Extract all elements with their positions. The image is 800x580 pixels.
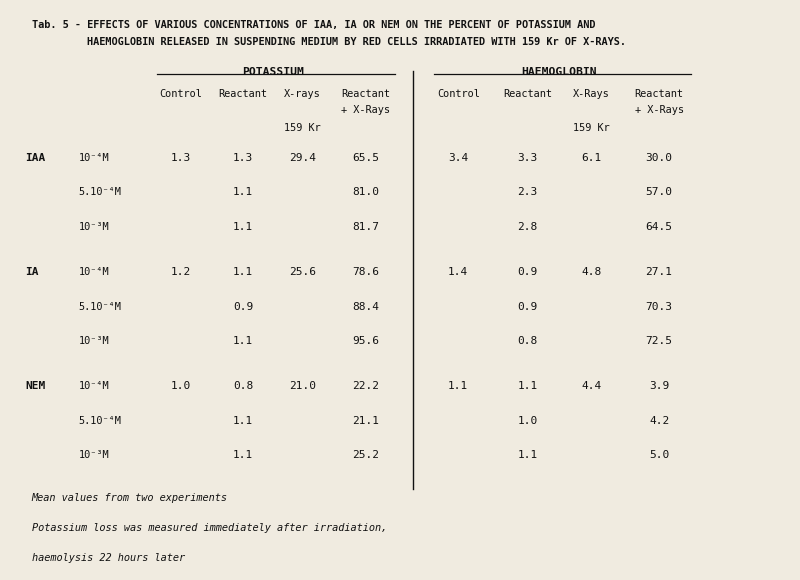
- Text: 27.1: 27.1: [646, 267, 673, 277]
- Text: 10⁻⁴M: 10⁻⁴M: [78, 153, 110, 162]
- Text: 21.0: 21.0: [290, 381, 316, 391]
- Text: 78.6: 78.6: [352, 267, 379, 277]
- Text: 1.3: 1.3: [170, 153, 191, 162]
- Text: 1.1: 1.1: [233, 416, 253, 426]
- Text: 2.8: 2.8: [518, 222, 538, 232]
- Text: Tab. 5 - EFFECTS OF VARIOUS CONCENTRATIONS OF IAA, IA OR NEM ON THE PERCENT OF P: Tab. 5 - EFFECTS OF VARIOUS CONCENTRATIO…: [32, 20, 595, 30]
- Text: HAEMOGLOBIN RELEASED IN SUSPENDING MEDIUM BY RED CELLS IRRADIATED WITH 159 Kr OF: HAEMOGLOBIN RELEASED IN SUSPENDING MEDIU…: [87, 37, 626, 47]
- Text: 5.10⁻⁴M: 5.10⁻⁴M: [78, 302, 122, 311]
- Text: 10⁻³M: 10⁻³M: [78, 336, 110, 346]
- Text: 6.1: 6.1: [582, 153, 602, 162]
- Text: 72.5: 72.5: [646, 336, 673, 346]
- Text: NEM: NEM: [26, 381, 46, 391]
- Text: 0.9: 0.9: [518, 267, 538, 277]
- Text: 25.6: 25.6: [290, 267, 316, 277]
- Text: 2.3: 2.3: [518, 187, 538, 197]
- Text: haemolysis 22 hours later: haemolysis 22 hours later: [32, 553, 185, 563]
- Text: 4.4: 4.4: [582, 381, 602, 391]
- Text: 65.5: 65.5: [352, 153, 379, 162]
- Text: 4.8: 4.8: [582, 267, 602, 277]
- Text: + X-Rays: + X-Rays: [342, 106, 390, 115]
- Text: 1.0: 1.0: [170, 381, 191, 391]
- Text: Reactant: Reactant: [634, 89, 683, 99]
- Text: 3.9: 3.9: [649, 381, 670, 391]
- Text: 25.2: 25.2: [352, 451, 379, 461]
- Text: Control: Control: [437, 89, 480, 99]
- Text: IA: IA: [26, 267, 39, 277]
- Text: 1.1: 1.1: [233, 451, 253, 461]
- Text: 1.3: 1.3: [233, 153, 253, 162]
- Text: 159 Kr: 159 Kr: [573, 122, 610, 133]
- Text: 0.9: 0.9: [233, 302, 253, 311]
- Text: 5.10⁻⁴M: 5.10⁻⁴M: [78, 416, 122, 426]
- Text: 1.1: 1.1: [518, 381, 538, 391]
- Text: POTASSIUM: POTASSIUM: [242, 67, 304, 77]
- Text: 3.4: 3.4: [448, 153, 468, 162]
- Text: 1.0: 1.0: [518, 416, 538, 426]
- Text: Mean values from two experiments: Mean values from two experiments: [32, 493, 228, 503]
- Text: 159 Kr: 159 Kr: [284, 122, 321, 133]
- Text: Reactant: Reactant: [503, 89, 552, 99]
- Text: 1.1: 1.1: [518, 451, 538, 461]
- Text: 0.8: 0.8: [233, 381, 253, 391]
- Text: X-Rays: X-Rays: [573, 89, 610, 99]
- Text: 5.10⁻⁴M: 5.10⁻⁴M: [78, 187, 122, 197]
- Text: 70.3: 70.3: [646, 302, 673, 311]
- Text: 95.6: 95.6: [352, 336, 379, 346]
- Text: 30.0: 30.0: [646, 153, 673, 162]
- Text: 81.7: 81.7: [352, 222, 379, 232]
- Text: 10⁻³M: 10⁻³M: [78, 222, 110, 232]
- Text: 57.0: 57.0: [646, 187, 673, 197]
- Text: 10⁻³M: 10⁻³M: [78, 451, 110, 461]
- Text: 29.4: 29.4: [290, 153, 316, 162]
- Text: Reactant: Reactant: [218, 89, 267, 99]
- Text: IAA: IAA: [26, 153, 46, 162]
- Text: 21.1: 21.1: [352, 416, 379, 426]
- Text: 1.1: 1.1: [233, 187, 253, 197]
- Text: 81.0: 81.0: [352, 187, 379, 197]
- Text: 1.1: 1.1: [233, 336, 253, 346]
- Text: 0.8: 0.8: [518, 336, 538, 346]
- Text: + X-Rays: + X-Rays: [634, 106, 683, 115]
- Text: 1.1: 1.1: [233, 222, 253, 232]
- Text: Control: Control: [159, 89, 202, 99]
- Text: 5.0: 5.0: [649, 451, 670, 461]
- Text: 1.2: 1.2: [170, 267, 191, 277]
- Text: 64.5: 64.5: [646, 222, 673, 232]
- Text: 10⁻⁴M: 10⁻⁴M: [78, 267, 110, 277]
- Text: 1.1: 1.1: [233, 267, 253, 277]
- Text: 1.1: 1.1: [448, 381, 468, 391]
- Text: X-rays: X-rays: [284, 89, 321, 99]
- Text: Reactant: Reactant: [342, 89, 390, 99]
- Text: 0.9: 0.9: [518, 302, 538, 311]
- Text: 4.2: 4.2: [649, 416, 670, 426]
- Text: HAEMOGLOBIN: HAEMOGLOBIN: [521, 67, 597, 77]
- Text: 3.3: 3.3: [518, 153, 538, 162]
- Text: 1.4: 1.4: [448, 267, 468, 277]
- Text: 22.2: 22.2: [352, 381, 379, 391]
- Text: 88.4: 88.4: [352, 302, 379, 311]
- Text: 10⁻⁴M: 10⁻⁴M: [78, 381, 110, 391]
- Text: Potassium loss was measured immediately after irradiation,: Potassium loss was measured immediately …: [32, 523, 387, 533]
